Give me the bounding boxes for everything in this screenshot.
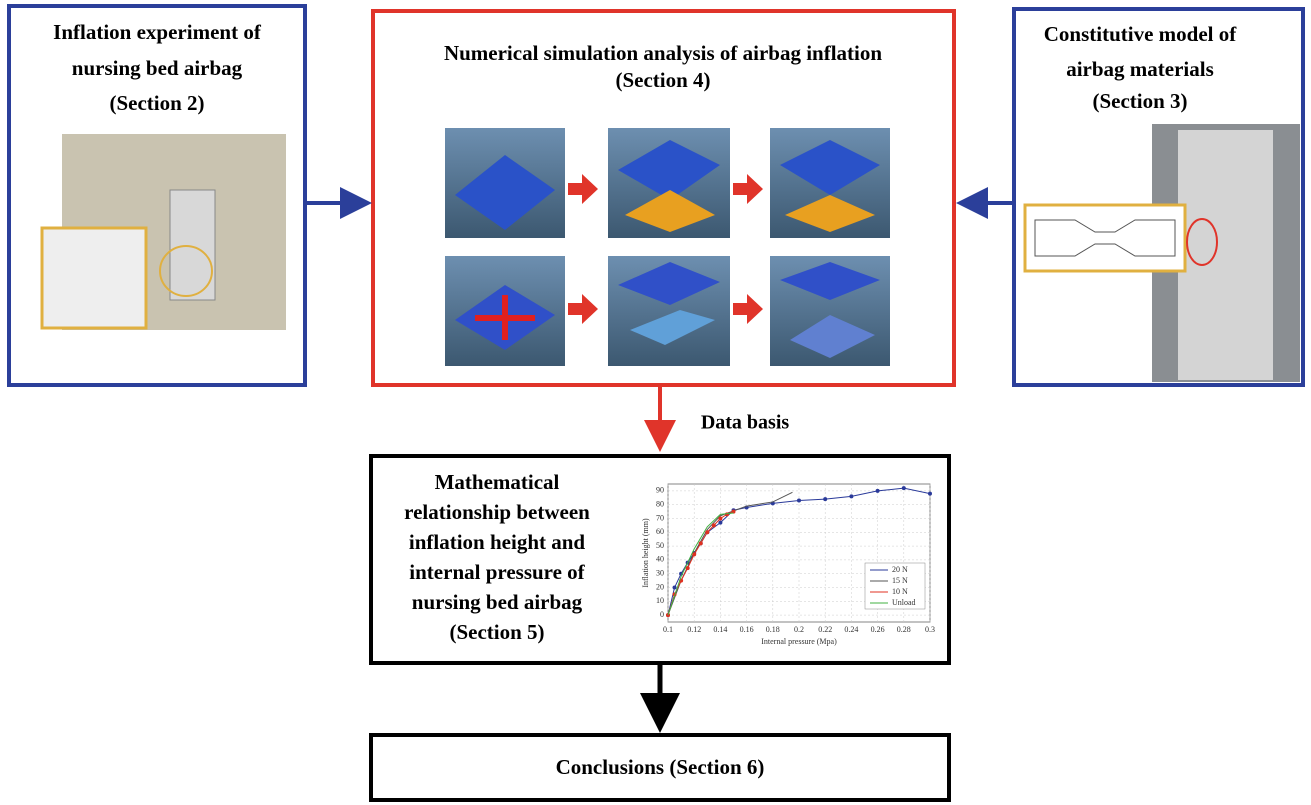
y-axis-label: Inflation height (mm): [641, 518, 650, 588]
diagram: Inflation experiment of nursing bed airb…: [0, 0, 1311, 805]
x-tick-label: 0.26: [871, 625, 885, 634]
x-tick-label: 0.28: [897, 625, 911, 634]
y-tick-label: 90: [656, 486, 664, 495]
node-title: inflation height and: [409, 530, 586, 554]
x-tick-label: 0.3: [925, 625, 935, 634]
node-title: (Section 2): [109, 91, 204, 115]
x-tick-label: 0.12: [687, 625, 701, 634]
x-tick-label: 0.1: [663, 625, 673, 634]
point: [849, 494, 853, 498]
y-tick-label: 20: [656, 582, 664, 591]
legend-label: Unload: [892, 598, 916, 607]
y-tick-label: 30: [656, 569, 664, 578]
y-tick-label: 50: [656, 541, 664, 550]
point: [699, 541, 703, 545]
chart: 0.1 0.12 0.14 0.16 0.18 0.2 0.22 0.24 0.26 0.28 0.…: [641, 484, 935, 646]
node-title: Conclusions (Section 6): [556, 755, 765, 779]
point: [718, 517, 722, 521]
point: [876, 489, 880, 493]
point: [686, 566, 690, 570]
x-tick-label: 0.16: [740, 625, 754, 634]
y-tick-label: 80: [656, 500, 664, 509]
x-tick-label: 0.14: [713, 625, 727, 634]
point: [692, 552, 696, 556]
node-title: Mathematical: [435, 470, 560, 494]
legend-label: 10 N: [892, 587, 908, 596]
point: [928, 492, 932, 496]
node-title: (Section 4): [615, 68, 710, 92]
point: [705, 530, 709, 534]
y-tick-label: 70: [656, 513, 664, 522]
legend-label: 15 N: [892, 576, 908, 585]
x-tick-label: 0.2: [794, 625, 804, 634]
node-title: (Section 3): [1092, 89, 1187, 113]
point: [673, 586, 677, 590]
point: [712, 523, 716, 527]
y-tick-label: 10: [656, 596, 664, 605]
y-tick-label: 0: [660, 610, 664, 619]
x-tick-label: 0.24: [844, 625, 858, 634]
node-title: nursing bed airbag: [72, 56, 243, 80]
node-title: nursing bed airbag: [412, 590, 583, 614]
point: [718, 521, 722, 525]
simulation-images: [445, 128, 890, 366]
node-title: (Section 5): [449, 620, 544, 644]
point: [725, 512, 729, 516]
legend-label: 20 N: [892, 565, 908, 574]
y-tick-label: 60: [656, 527, 664, 536]
node-title: internal pressure of: [409, 560, 585, 584]
node-title: relationship between: [404, 500, 590, 524]
photo-machine: [1178, 130, 1273, 380]
photo-inset: [1025, 205, 1185, 271]
x-axis-label: Internal pressure (Mpa): [761, 637, 837, 646]
x-tick-label: 0.22: [818, 625, 832, 634]
x-tick-label: 0.18: [766, 625, 780, 634]
point: [902, 486, 906, 490]
node-title: Numerical simulation analysis of airbag …: [444, 41, 882, 65]
edge-label: Data basis: [701, 412, 790, 434]
y-tick-label: 40: [656, 555, 664, 564]
point: [797, 499, 801, 503]
node-title: Inflation experiment of: [53, 20, 262, 44]
point: [823, 497, 827, 501]
photo-inset: [42, 228, 146, 328]
node-title: Constitutive model of: [1044, 22, 1237, 46]
node-title: airbag materials: [1066, 57, 1214, 81]
